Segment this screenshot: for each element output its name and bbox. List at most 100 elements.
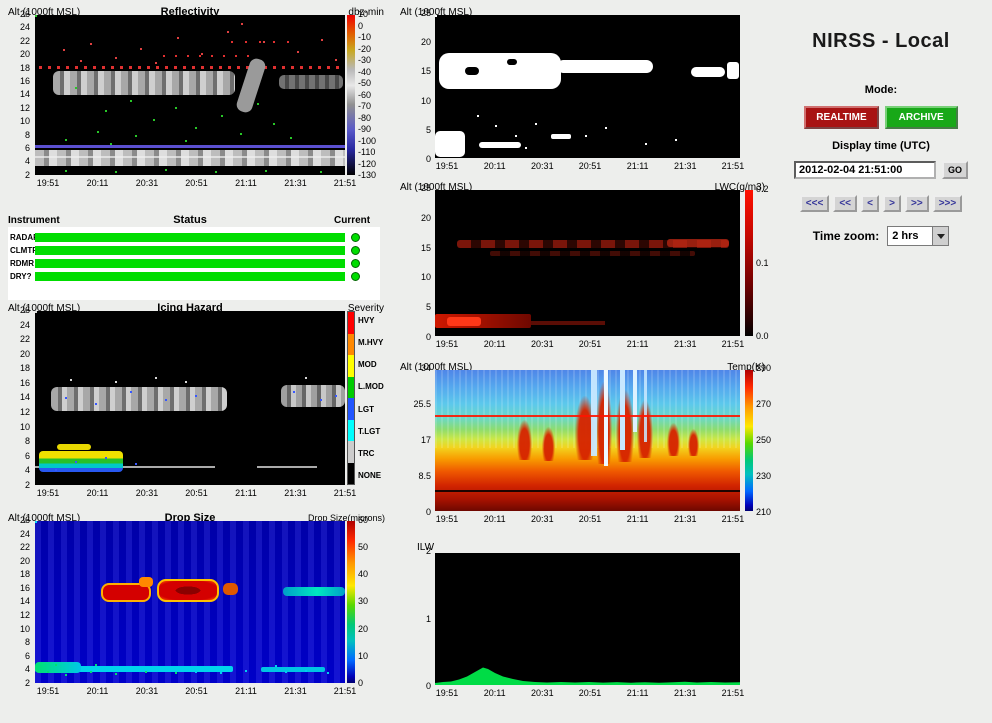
tick-label: 2 — [425, 546, 431, 556]
tick-label: 0.0 — [756, 331, 769, 341]
realtime-button[interactable]: REALTIME — [804, 106, 879, 129]
tick-label: 0 — [425, 681, 431, 691]
tick-label: 20 — [19, 348, 30, 359]
tick-label: 21:31 — [674, 161, 697, 171]
severity-swatch — [348, 333, 354, 355]
tick-label: 10 — [358, 650, 369, 661]
tick-label: 0 — [425, 331, 431, 342]
tick-label: 21:11 — [626, 688, 649, 698]
tick-label: 20:11 — [86, 686, 109, 696]
status-led — [351, 233, 360, 242]
tick-label: -10 — [358, 32, 372, 42]
tick-label: 17 — [420, 435, 431, 445]
colorbar-label: Severity — [347, 303, 384, 314]
cold-column — [604, 370, 608, 466]
tick-label: 10 — [19, 421, 30, 432]
tick-label: 10 — [19, 116, 30, 127]
cloud-band — [51, 387, 227, 411]
tick-label: 21:31 — [674, 514, 697, 524]
status-bar — [35, 259, 345, 268]
tick-label: TRC — [358, 448, 375, 458]
warm-plume — [616, 390, 634, 462]
tick-label: 21:51 — [721, 688, 745, 698]
tick-label: 26 — [19, 9, 30, 19]
tick-label: 230 — [756, 471, 772, 481]
large-drop-region — [101, 583, 151, 602]
cloud-streak — [557, 60, 653, 73]
tick-label: 25 — [420, 183, 431, 193]
tick-label: 21:31 — [284, 686, 307, 696]
tick-label: 20:51 — [185, 178, 208, 188]
tick-label: 18 — [19, 569, 30, 580]
nav-step-back-button[interactable]: < — [861, 195, 879, 212]
tick-label: -130 — [358, 170, 377, 180]
go-button[interactable]: GO — [941, 161, 968, 179]
nav-fast-forward-button[interactable]: >>> — [932, 195, 963, 212]
tick-label: 12 — [19, 102, 30, 113]
display-time-input[interactable] — [793, 161, 936, 179]
tick-label: 10 — [358, 9, 369, 19]
tick-label: 21:51 — [333, 488, 357, 498]
lwc-colorbar — [745, 190, 753, 336]
low-drizzle-band — [35, 662, 81, 673]
cyan-speckles — [35, 521, 37, 523]
tick-label: -60 — [358, 89, 372, 100]
tick-label: 6 — [24, 450, 30, 461]
time-zoom-label: Time zoom: — [812, 229, 880, 243]
panel-title: Status — [173, 214, 207, 226]
time-zoom-select[interactable]: 2 hrs — [887, 226, 950, 246]
medium-drop-streak — [283, 587, 345, 596]
lwc-low-band — [447, 317, 481, 326]
trace-line — [257, 466, 317, 468]
mode-buttons: REALTIME ARCHIVE — [775, 106, 987, 129]
nav-fast-back-button[interactable]: <<< — [799, 195, 830, 212]
tick-label: 21:51 — [721, 161, 745, 171]
temperature-plot — [435, 370, 740, 511]
severity-swatch — [348, 441, 354, 463]
tick-label: 16 — [19, 377, 30, 388]
tick-label: 19:51 — [36, 488, 60, 498]
tick-label: 20:31 — [531, 688, 554, 698]
alt-axis-label: Alt (1000ft MSL) — [8, 7, 81, 18]
tick-label: 21:51 — [333, 686, 357, 696]
alt-axis-label: Alt (1000ft MSL) — [400, 182, 473, 193]
tick-label: 50 — [358, 542, 369, 553]
time-axis: 19:51 20:11 20:31 20:51 21:11 21:31 21:51 — [33, 178, 360, 188]
cloud-mask-plot — [435, 15, 740, 158]
severity-swatch — [348, 462, 354, 484]
status-row: RDMR — [8, 259, 380, 269]
tick-label: 8 — [24, 436, 30, 447]
tick-label: 210 — [756, 507, 772, 517]
dropdown-arrow-icon[interactable] — [932, 227, 949, 245]
low-cloud-band — [35, 150, 345, 166]
low-cloud-patch — [435, 131, 465, 157]
ilw-axis-label: ILW — [417, 542, 435, 553]
tick-label: 20 — [420, 212, 431, 223]
colorbar-ticks: 290 270 250 230 210 — [756, 364, 786, 517]
tick-label: 2 — [24, 479, 30, 490]
icing-severity-region — [39, 451, 123, 472]
nav-back-button[interactable]: << — [833, 195, 857, 212]
status-led — [351, 259, 360, 268]
archive-button[interactable]: ARCHIVE — [884, 106, 958, 129]
tick-label: 14 — [19, 392, 30, 403]
status-led — [351, 246, 360, 255]
tick-label: 1 — [425, 613, 431, 624]
tick-label: 18 — [19, 62, 30, 73]
nav-step-forward-button[interactable]: > — [883, 195, 901, 212]
tick-label: 5 — [425, 124, 431, 135]
time-zoom-value: 2 hrs — [892, 230, 919, 242]
tick-label: 21:51 — [721, 339, 745, 349]
tick-label: 60 — [358, 515, 369, 525]
severity-swatch — [348, 376, 354, 398]
time-axis: 19:51 20:11 20:31 20:51 21:11 21:31 21:51 — [432, 161, 748, 171]
tick-label: 20:11 — [483, 161, 506, 171]
nav-forward-button[interactable]: >> — [905, 195, 929, 212]
tick-label: 34 — [420, 363, 431, 373]
tick-label: 21:31 — [284, 488, 307, 498]
alt-ticks: 26 24 22 20 18 16 14 12 10 8 6 4 2 — [2, 306, 30, 490]
tick-label: 18 — [19, 363, 30, 374]
status-row: DRY? — [8, 272, 380, 282]
tick-label: 290 — [756, 363, 772, 373]
tick-label: 19:51 — [36, 178, 60, 188]
